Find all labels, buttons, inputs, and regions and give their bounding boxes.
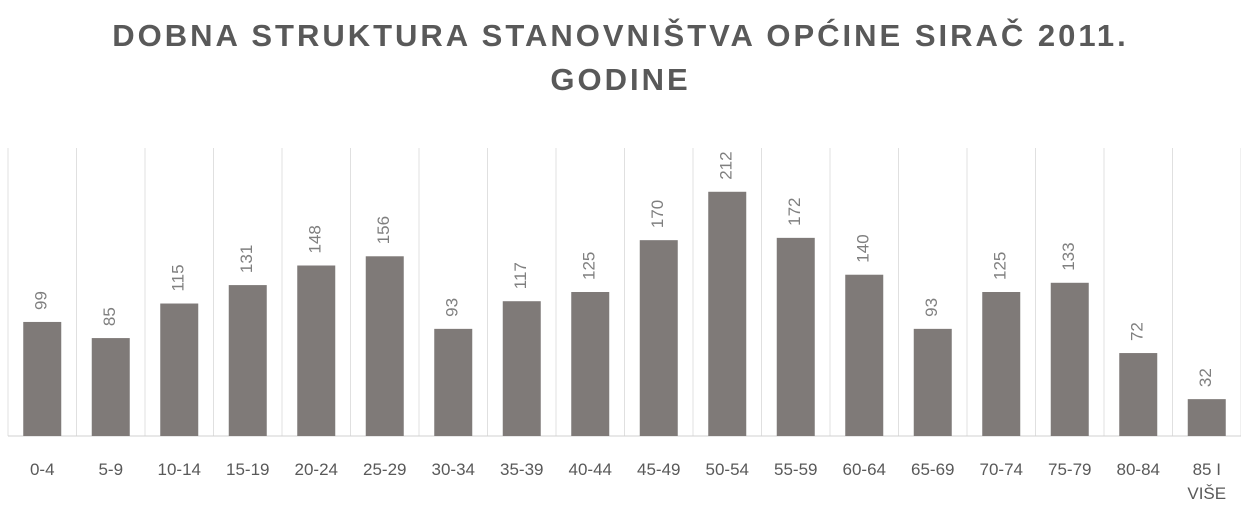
value-label: 125 [991,252,1010,280]
bar [1119,353,1158,436]
value-label: 99 [32,291,51,310]
x-tick-label: 55-59 [774,460,818,479]
value-label: 133 [1059,242,1078,270]
bar [91,338,130,436]
bar [365,256,404,436]
value-label: 93 [443,298,462,317]
bar [502,301,541,436]
x-tick-label: 20-24 [294,460,338,479]
bar [776,237,815,436]
bar [297,265,336,436]
value-label: 93 [922,298,941,317]
value-label: 125 [580,252,599,280]
value-label: 115 [169,264,188,291]
x-tick-label: 60-64 [842,460,886,479]
bar [23,321,62,436]
value-label: 85 [100,307,119,326]
value-label: 140 [854,234,873,262]
bar [913,328,952,436]
x-tick-label: 35-39 [500,460,544,479]
value-label: 172 [785,197,804,225]
value-label: 131 [237,245,256,273]
bar [1050,282,1089,436]
bar [845,274,884,436]
value-label: 72 [1128,322,1147,341]
x-tick-label: 50-54 [705,460,749,479]
x-tick-label: 15-19 [226,460,270,479]
bar [639,240,678,436]
bar [1187,399,1226,436]
x-tick-label: 80-84 [1116,460,1160,479]
x-tick-label: 65-69 [911,460,955,479]
x-tick-label: 70-74 [979,460,1023,479]
bar [228,285,267,436]
value-label: 32 [1196,368,1215,387]
x-tick-label: 45-49 [637,460,681,479]
bar [160,303,199,436]
value-label: 117 [511,262,530,289]
bar [434,328,473,436]
value-label: 212 [717,151,736,179]
value-label: 148 [306,225,325,253]
bar [708,191,747,436]
x-tick-label: 40-44 [568,460,612,479]
x-tick-label: 25-29 [363,460,407,479]
value-label: 156 [374,216,393,244]
x-tick-label: 10-14 [157,460,201,479]
x-tick-label: 5-9 [98,460,124,479]
chart-title: DOBNA STRUKTURA STANOVNIŠTVA OPĆINE SIRA… [112,18,1129,97]
x-tick-label: 75-79 [1048,460,1092,479]
value-label: 170 [648,200,667,228]
x-tick-label: 30-34 [431,460,475,479]
x-tick-label: 0-4 [29,460,55,479]
bar [982,292,1021,436]
bar [571,292,610,436]
x-tick-label: 85 I VIŠE [1187,460,1227,503]
